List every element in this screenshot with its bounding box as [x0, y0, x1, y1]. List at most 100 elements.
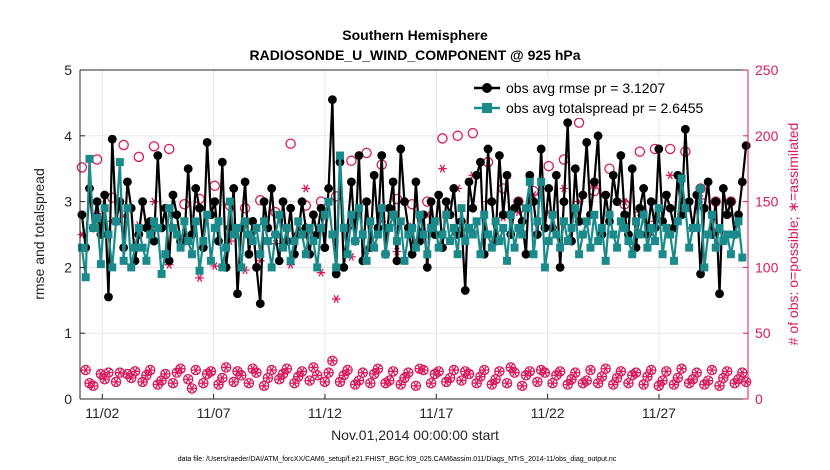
obs-assimilated-marker: [624, 379, 633, 388]
asterisk-stroke: [124, 369, 131, 379]
asterisk-stroke: [329, 356, 336, 365]
spread-marker: [176, 243, 185, 252]
obs-assimilated-marker: [639, 380, 648, 389]
spread-marker: [305, 223, 314, 232]
y-right-tick-label: 250: [755, 62, 779, 78]
asterisk-stroke: [291, 379, 298, 388]
rmse-marker: [589, 177, 599, 187]
obs-possible-marker: [516, 380, 528, 392]
spread-marker: [647, 223, 656, 232]
obs-assimilated-marker: [476, 372, 485, 381]
asterisk-stroke: [200, 379, 207, 388]
rmse-marker: [536, 144, 546, 154]
spread-marker: [711, 243, 720, 252]
asterisk-stroke: [599, 372, 605, 381]
obs-possible-marker: [585, 364, 596, 376]
spread-marker: [620, 223, 629, 232]
legend-spread-label: obs avg totalspread pr = 2.6455: [506, 100, 704, 116]
obs-possible-marker: [342, 364, 353, 376]
legend: obs avg rmse pr = 3.1207 obs avg totalsp…: [470, 76, 740, 118]
obs-assimilated-marker: [263, 373, 273, 383]
rmse-marker: [244, 249, 254, 259]
rmse-marker: [559, 197, 569, 207]
spread-marker: [662, 223, 671, 232]
spread-marker: [605, 210, 614, 219]
obs-possible-marker: [292, 371, 304, 382]
spread-marker: [210, 223, 219, 232]
spread-marker: [590, 210, 599, 219]
obs-assimilated-marker: [309, 363, 318, 372]
spread-marker: [449, 223, 458, 232]
rmse-marker: [601, 190, 611, 200]
asterisk-stroke: [583, 376, 590, 385]
asterisk-stroke: [534, 377, 541, 386]
rmse-marker: [240, 177, 250, 187]
spread-marker: [206, 256, 215, 265]
rmse-marker: [593, 131, 603, 141]
asterisk-stroke: [527, 367, 533, 376]
y-axis-right-label: # of obs: o=possible; ∗=assimilated: [785, 123, 801, 346]
asterisk-stroke: [565, 380, 571, 389]
asterisk-stroke: [610, 380, 616, 389]
obs-possible-marker: [80, 364, 91, 376]
obs-assimilated-marker: [229, 377, 239, 386]
spread-marker: [377, 204, 386, 213]
asterisk-stroke: [595, 379, 601, 388]
rmse-marker: [346, 177, 356, 187]
spread-marker: [180, 217, 189, 226]
spread-marker: [203, 210, 212, 219]
spread-marker: [567, 223, 576, 232]
obs-assimilated-marker: [601, 364, 610, 373]
spread-marker: [131, 243, 140, 252]
legend-rmse-label: obs avg rmse pr = 3.1207: [506, 80, 665, 96]
rmse-marker: [726, 197, 736, 207]
rmse-marker: [354, 151, 364, 160]
rmse-marker: [468, 203, 478, 213]
obs-assimilated-marker: [267, 365, 276, 375]
spread-marker: [430, 217, 439, 226]
asterisk-stroke: [481, 365, 487, 375]
obs-assimilated-marker: [305, 376, 314, 385]
obs-possible-marker: [456, 375, 467, 386]
rmse-marker: [476, 157, 485, 167]
spread-marker: [260, 217, 269, 226]
obs-possible-marker: [437, 133, 448, 144]
obs-possible-marker: [425, 377, 437, 389]
asterisk-stroke: [458, 376, 465, 385]
obs-possible-marker: [118, 139, 129, 151]
obs-assimilated-marker: [533, 377, 542, 386]
obs-possible-marker: [175, 363, 186, 374]
obs-possible-marker: [524, 366, 536, 377]
y-right-tick-label: 150: [755, 194, 779, 210]
obs-assimilated-marker: [350, 380, 360, 389]
spread-marker: [651, 237, 660, 246]
spread-marker: [351, 237, 360, 246]
obs-assimilated-marker: [126, 373, 136, 383]
obs-possible-marker: [740, 376, 752, 388]
obs-assimilated-marker: [104, 368, 113, 377]
spread-marker: [632, 217, 641, 226]
rmse-marker: [734, 210, 743, 220]
spread-marker: [389, 210, 398, 219]
asterisk-stroke: [451, 365, 457, 375]
obs-assimilated-marker: [388, 367, 398, 376]
obs-assimilated-marker: [506, 363, 516, 372]
spread-marker: [119, 256, 128, 265]
legend-rmse-marker: [482, 83, 492, 93]
rmse-marker: [627, 164, 637, 174]
asterisk-stroke: [542, 368, 548, 377]
obs-assimilated-marker: [123, 369, 132, 379]
spread-marker: [487, 243, 496, 252]
obs-assimilated-marker: [643, 372, 652, 381]
obs-possible-marker: [562, 379, 573, 390]
spread-marker: [286, 256, 295, 265]
obs-possible-marker: [403, 367, 414, 378]
spread-marker: [628, 250, 637, 259]
rmse-marker: [612, 197, 622, 207]
rmse-marker: [487, 197, 497, 207]
obs-assimilated-marker: [479, 365, 489, 375]
rmse-marker: [472, 170, 482, 180]
spread-marker: [100, 204, 109, 213]
obs-assimilated-marker: [426, 379, 436, 388]
spread-marker: [563, 237, 572, 246]
